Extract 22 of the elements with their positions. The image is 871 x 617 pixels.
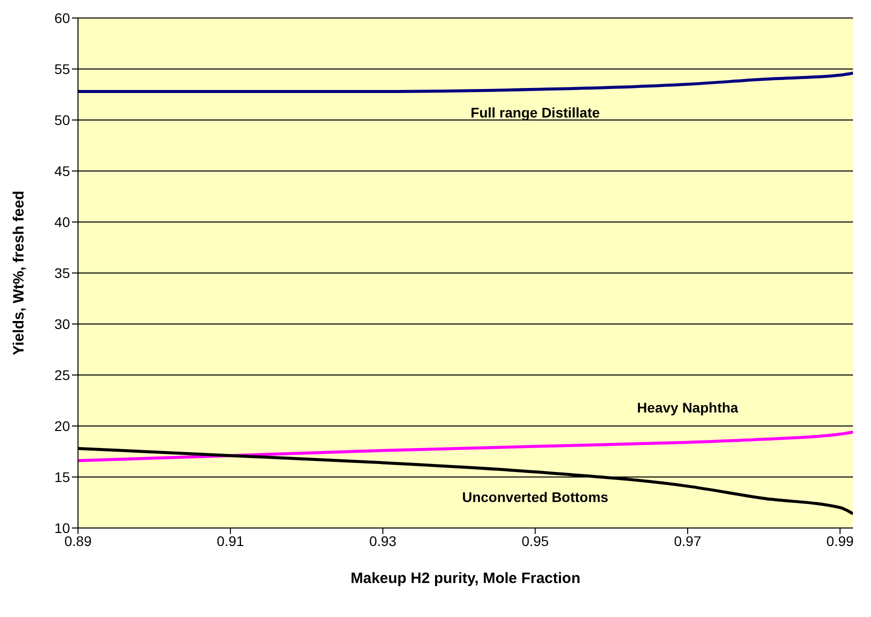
y-tick-label: 45 — [54, 162, 70, 179]
x-axis-title: Makeup H2 purity, Mole Fraction — [350, 570, 580, 587]
x-tick-label: 0.91 — [216, 532, 244, 549]
line-series — [78, 430, 853, 462]
series-label: Unconverted Bottoms — [462, 488, 609, 505]
y-tick-label: 50 — [54, 112, 70, 128]
x-tick-label: 0.99 — [826, 532, 854, 549]
y-tick-label: 55 — [54, 60, 70, 77]
y-tick-label: 40 — [54, 214, 70, 230]
line-series — [78, 72, 853, 93]
y-tick-label: 60 — [54, 10, 70, 26]
x-tick-label: 0.97 — [674, 532, 702, 549]
y-tick-label: 25 — [54, 366, 70, 383]
x-tick-label: 0.95 — [522, 532, 550, 549]
x-tick-label: 0.93 — [369, 532, 397, 549]
series-label: Full range Distillate — [470, 104, 600, 120]
y-tick-label: 20 — [54, 418, 70, 434]
y-tick-label: 30 — [54, 316, 70, 332]
y-axis-title: Yields, Wt%, fresh feed — [10, 190, 28, 356]
series-label: Heavy Naphtha — [637, 399, 738, 416]
y-tick-label: 15 — [54, 468, 70, 485]
y-tick-label: 35 — [54, 264, 70, 281]
